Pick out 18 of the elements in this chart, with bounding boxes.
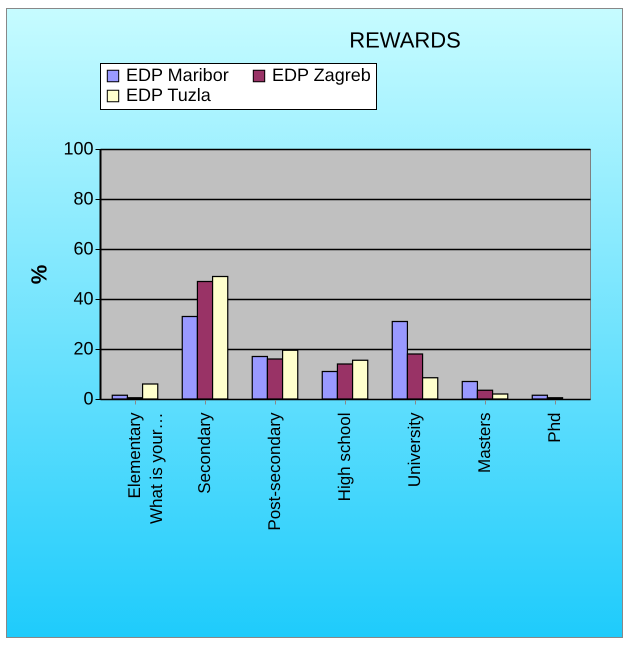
y-tick-label: 20	[73, 338, 94, 358]
chart-title: REWARDS	[349, 28, 461, 52]
y-tick-label: 60	[73, 238, 94, 258]
x-tick-label: Masters	[475, 412, 494, 473]
x-tick-label: High school	[335, 412, 354, 502]
y-tick-label: 80	[73, 188, 94, 208]
y-axis-title: %	[26, 264, 52, 284]
legend-label: EDP Maribor	[126, 65, 229, 85]
x-tick-label: Post-secondary	[265, 412, 284, 531]
x-tick-label: Elementary What is your…	[125, 412, 166, 524]
x-tick-label: Secondary	[195, 412, 214, 494]
y-tick-label: 40	[73, 288, 94, 308]
x-tick-label: Phd	[545, 412, 564, 443]
x-tick-label: University	[405, 412, 424, 488]
y-tick-label: 100	[63, 138, 94, 158]
legend-label: EDP Tuzla	[126, 85, 212, 105]
legend-label: EDP Zagreb	[272, 65, 371, 85]
y-tick-label: 0	[83, 388, 94, 408]
